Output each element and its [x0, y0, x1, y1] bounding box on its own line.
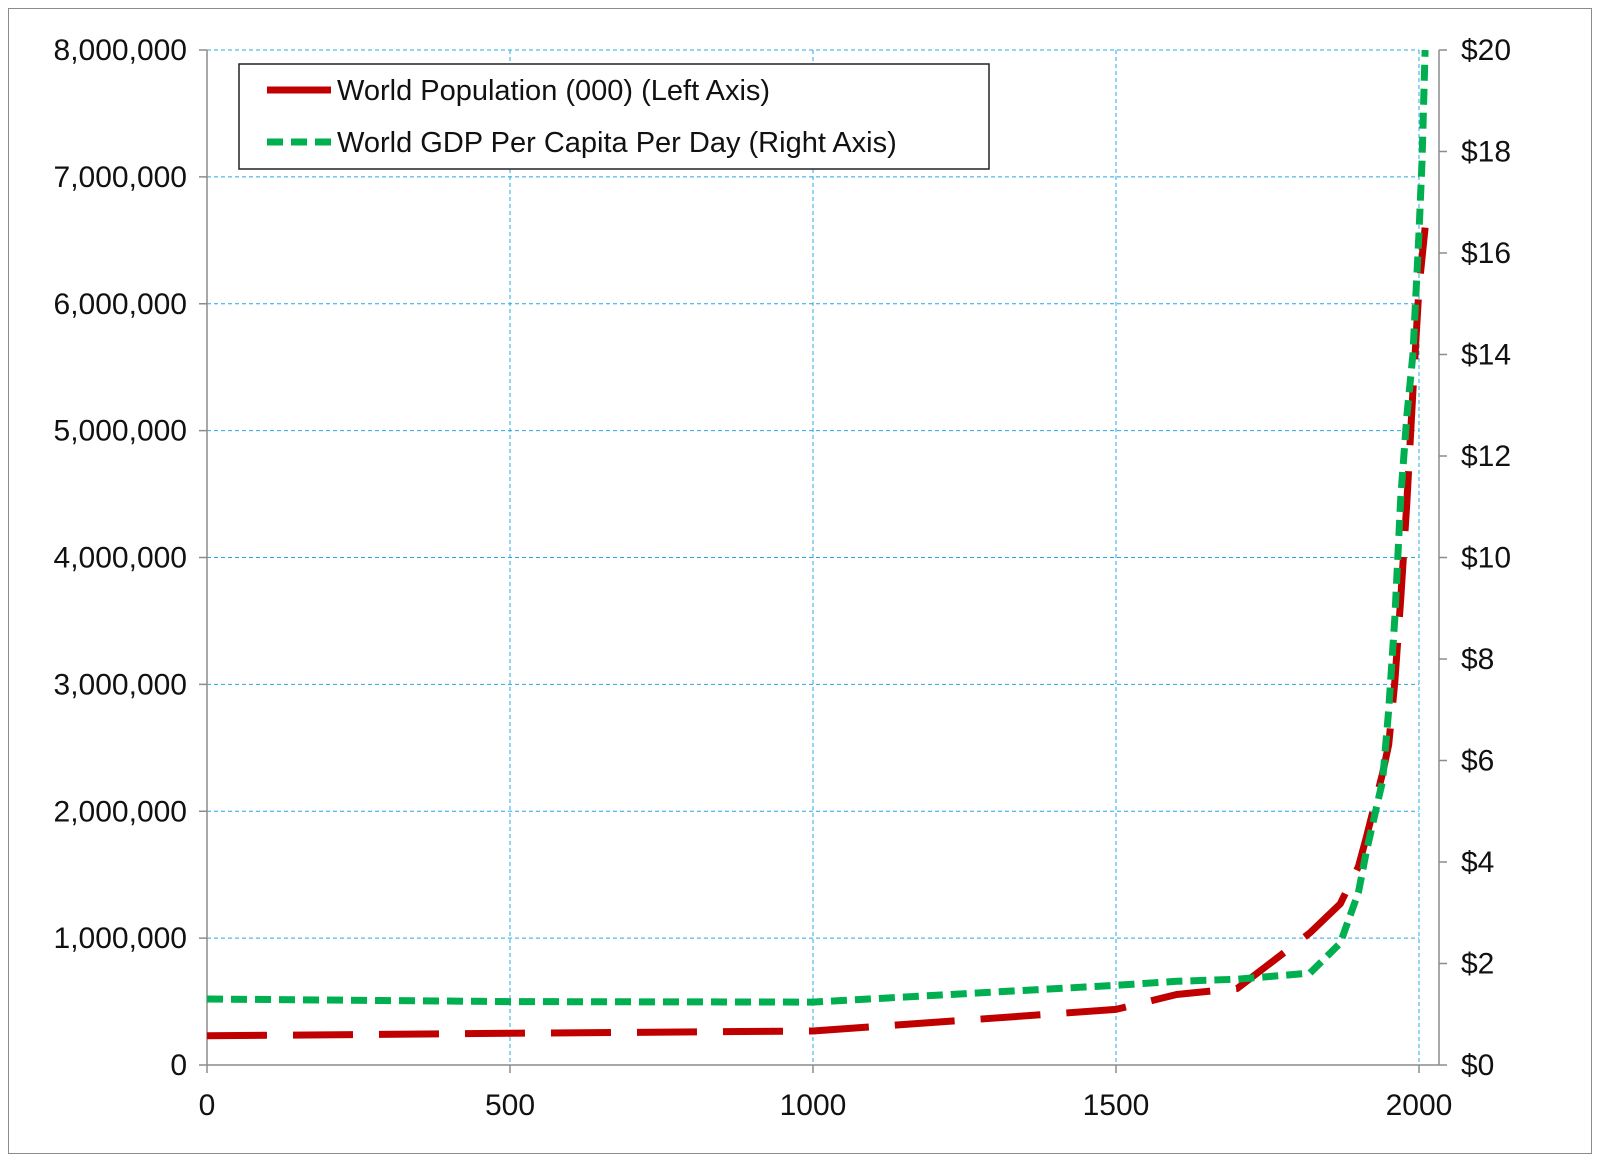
y-tick-label: 1,000,000 [54, 922, 187, 955]
y-tick-label: 3,000,000 [54, 668, 187, 701]
axes: 0 1,000,000 2,000,000 3,000,000 4,000,000 5,0… [54, 34, 1512, 1122]
y2-tick-label: $20 [1461, 34, 1511, 67]
y2-tick-label: $8 [1461, 643, 1494, 676]
y2-tick-label: $0 [1461, 1049, 1494, 1082]
legend-label-population: World Population (000) (Left Axis) [337, 75, 770, 107]
x-tick-label: 1000 [780, 1089, 847, 1122]
gridlines [207, 49, 1420, 1065]
y-tick-label: 0 [170, 1049, 187, 1082]
y2-tick-label: $6 [1461, 745, 1494, 778]
y-tick-label: 7,000,000 [54, 161, 187, 194]
x-tick-label: 0 [199, 1089, 216, 1122]
chart-frame: 0 1,000,000 2,000,000 3,000,000 4,000,000 5,0… [8, 8, 1592, 1154]
series-lines [206, 49, 1429, 1040]
y-tick-label: 2,000,000 [54, 795, 187, 828]
y-tick-label: 6,000,000 [54, 288, 187, 321]
y2-tick-label: $4 [1461, 846, 1494, 879]
y2-tick-label: $14 [1461, 339, 1511, 372]
legend: World Population (000) (Left Axis) World… [238, 63, 990, 170]
y-tick-label: 5,000,000 [54, 415, 187, 448]
y2-tick-label: $2 [1461, 948, 1494, 981]
series-line-gdp [206, 49, 1429, 1006]
x-tick-label: 2000 [1386, 1089, 1453, 1122]
y2-tick-label: $18 [1461, 136, 1511, 169]
y-tick-label: 4,000,000 [54, 542, 187, 575]
y2-tick-label: $16 [1461, 237, 1511, 270]
series-line-population [206, 227, 1429, 1040]
y2-tick-label: $10 [1461, 542, 1511, 575]
x-tick-label: 500 [485, 1089, 535, 1122]
y2-tick-label: $12 [1461, 440, 1511, 473]
legend-label-gdp: World GDP Per Capita Per Day (Right Axis… [337, 127, 897, 159]
x-tick-label: 1500 [1083, 1089, 1150, 1122]
y-tick-label: 8,000,000 [54, 34, 187, 67]
legend-box [238, 63, 990, 170]
line-chart: 0 1,000,000 2,000,000 3,000,000 4,000,000 5,0… [54, 34, 1512, 1122]
